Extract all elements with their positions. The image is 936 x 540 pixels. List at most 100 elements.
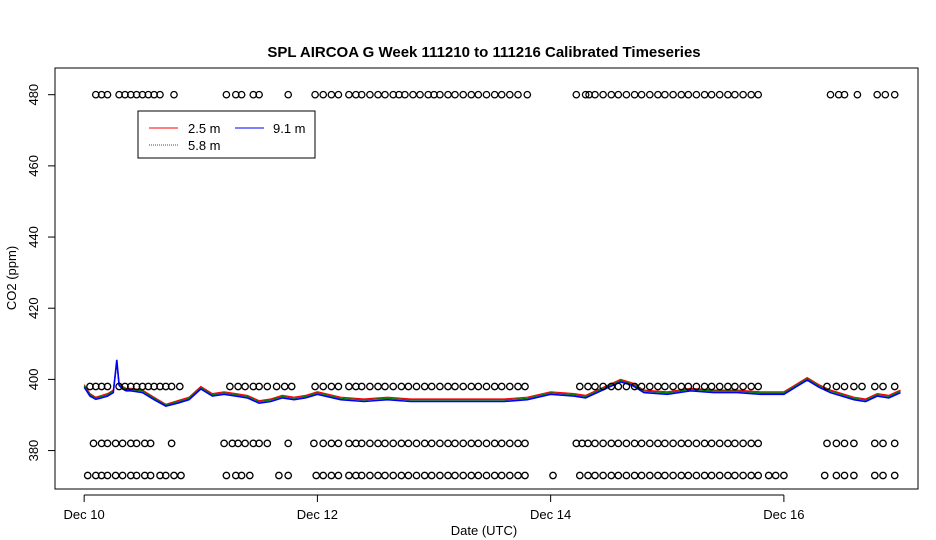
marker-point (389, 471, 398, 480)
marker-point (167, 439, 176, 448)
marker-point (255, 439, 263, 448)
x-axis: Dec 10 Dec 12 Dec 14 Dec 16 (64, 494, 804, 522)
marker-point (654, 471, 662, 480)
marker-point (497, 471, 506, 480)
marker-point (514, 382, 522, 391)
x-axis-label: Date (UTC) (451, 523, 517, 538)
plot-frame (54, 67, 919, 490)
marker-point (575, 471, 584, 480)
marker-point (170, 90, 178, 99)
marker-point (275, 471, 283, 480)
marker-point (409, 90, 417, 99)
marker-point (707, 90, 716, 99)
marker-point (823, 382, 831, 391)
marker-point (263, 439, 272, 448)
marker-point (272, 382, 281, 391)
marker-point (731, 471, 739, 480)
marker-point (311, 90, 319, 99)
marker-point (637, 439, 646, 448)
marker-point (389, 439, 398, 448)
marker-point (397, 439, 406, 448)
marker-point (840, 471, 849, 480)
marker-point (622, 382, 631, 391)
marker-point (622, 90, 631, 99)
marker-point (661, 90, 669, 99)
marker-point (357, 90, 366, 99)
marker-point (222, 90, 231, 99)
marker-point (637, 90, 646, 99)
marker-point (103, 439, 112, 448)
marker-point (724, 471, 732, 480)
marker-point (427, 382, 436, 391)
marker-point (622, 439, 631, 448)
marker-point (823, 439, 831, 448)
marker-point (521, 439, 529, 448)
marker-point (780, 471, 788, 480)
marker-point (436, 90, 444, 99)
x-tick-label: Dec 14 (530, 507, 571, 522)
marker-point (397, 382, 406, 391)
marker-point (287, 382, 296, 391)
marker-point (401, 90, 409, 99)
marker-point (374, 439, 382, 448)
marker-point (724, 382, 732, 391)
marker-point (724, 90, 732, 99)
marker-point (584, 382, 592, 391)
marker-point (739, 90, 747, 99)
marker-point (591, 382, 599, 391)
marker-point (700, 90, 709, 99)
marker-point (83, 471, 92, 480)
marker-point (654, 90, 662, 99)
marker-point (870, 471, 879, 480)
marker-point (521, 471, 529, 480)
marker-point (474, 382, 483, 391)
marker-point (490, 382, 499, 391)
marker-point (255, 90, 263, 99)
marker-point (858, 382, 866, 391)
marker-point (327, 382, 336, 391)
marker-point (575, 382, 584, 391)
marker-point (397, 471, 406, 480)
marker-point (870, 382, 879, 391)
marker-point (754, 382, 763, 391)
series-line-9-1-m (83, 359, 901, 407)
marker-point (237, 90, 246, 99)
marker-point (381, 382, 389, 391)
marker-point (853, 90, 862, 99)
marker-point (345, 382, 353, 391)
marker-point (467, 382, 476, 391)
legend-box (137, 110, 316, 159)
marker-point (280, 382, 289, 391)
marker-point (374, 90, 382, 99)
marker-point (840, 439, 849, 448)
marker-point (467, 90, 476, 99)
marker-point (467, 471, 476, 480)
marker-point (89, 439, 98, 448)
marker-point (707, 439, 716, 448)
marker-point (523, 90, 532, 99)
marker-point (404, 439, 413, 448)
marker-point (630, 471, 639, 480)
marker-point (850, 471, 858, 480)
marker-point (692, 382, 701, 391)
marker-point (366, 90, 374, 99)
marker-point (284, 439, 293, 448)
marker-point (366, 471, 374, 480)
marker-point (255, 382, 263, 391)
marker-point (284, 471, 293, 480)
marker-point (222, 471, 231, 480)
y-tick-label: 460 (26, 155, 41, 177)
marker-point (661, 439, 669, 448)
marker-point (474, 439, 483, 448)
marker-point (826, 90, 835, 99)
marker-point (263, 382, 272, 391)
marker-point (334, 382, 343, 391)
marker-point (549, 471, 557, 480)
marker-point (404, 382, 413, 391)
marker-point (459, 471, 468, 480)
marker-point (677, 471, 686, 480)
marker-point (451, 382, 459, 391)
marker-point (103, 90, 112, 99)
marker-point (832, 471, 841, 480)
